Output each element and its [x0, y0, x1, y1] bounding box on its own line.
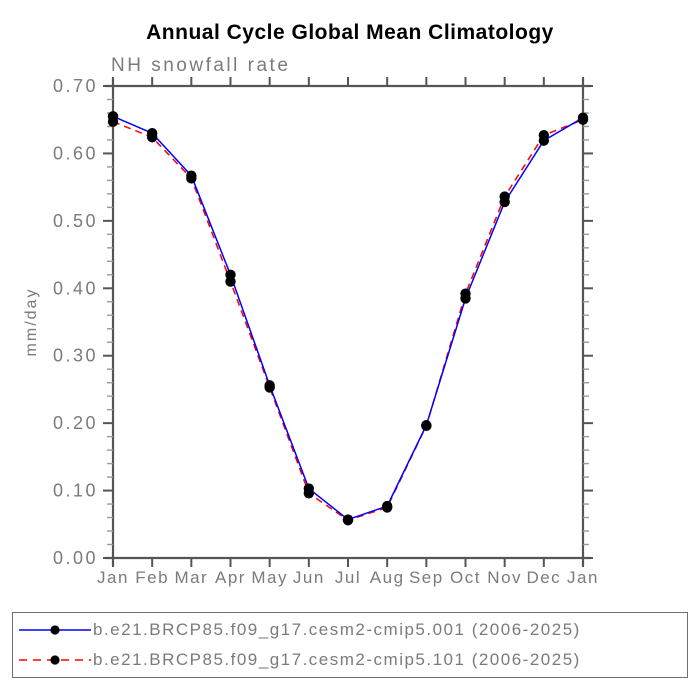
legend-label-cmip5-101: b.e21.BRCP85.f09_g17.cesm2-cmip5.101 (20…: [93, 650, 581, 670]
svg-text:0.50: 0.50: [53, 211, 98, 231]
svg-text:Nov: Nov: [487, 568, 522, 587]
svg-text:Sep: Sep: [409, 568, 444, 587]
svg-text:Mar: Mar: [174, 568, 208, 587]
legend-box: b.e21.BRCP85.f09_g17.cesm2-cmip5.001 (20…: [12, 612, 688, 678]
svg-text:Aug: Aug: [370, 568, 405, 587]
svg-text:Feb: Feb: [135, 568, 169, 587]
svg-text:Oct: Oct: [450, 568, 481, 587]
svg-text:Apr: Apr: [215, 568, 246, 587]
svg-text:0.00: 0.00: [53, 548, 98, 568]
svg-text:0.20: 0.20: [53, 413, 98, 433]
legend-item-cmip5-001: b.e21.BRCP85.f09_g17.cesm2-cmip5.001 (20…: [13, 616, 687, 644]
legend-label-cmip5-001: b.e21.BRCP85.f09_g17.cesm2-cmip5.001 (20…: [93, 619, 581, 639]
svg-text:Jan: Jan: [97, 568, 129, 587]
svg-text:May: May: [251, 568, 288, 587]
svg-text:0.10: 0.10: [53, 481, 98, 501]
svg-text:Jan: Jan: [567, 568, 599, 587]
chart-title: Annual Cycle Global Mean Climatology: [146, 21, 554, 44]
svg-text:0.30: 0.30: [53, 346, 98, 366]
svg-text:Dec: Dec: [526, 568, 561, 587]
plot-area: 0.00 0.10 0.20 0.30 0.40 0.50 0.60 0.70 Jan Feb Ma…: [53, 76, 599, 587]
legend-item-cmip5-101: b.e21.BRCP85.f09_g17.cesm2-cmip5.101 (20…: [13, 646, 687, 674]
svg-text:Jun: Jun: [293, 568, 325, 587]
legend-line-sample-blue-solid-icon: [19, 625, 91, 635]
svg-text:Jul: Jul: [335, 568, 361, 587]
svg-text:0.60: 0.60: [53, 143, 98, 163]
chart-subtitle: NH snowfall rate: [111, 55, 291, 76]
legend-line-sample-red-dashed-icon: [19, 655, 91, 665]
svg-text:0.40: 0.40: [53, 278, 98, 298]
svg-text:0.70: 0.70: [53, 76, 98, 96]
